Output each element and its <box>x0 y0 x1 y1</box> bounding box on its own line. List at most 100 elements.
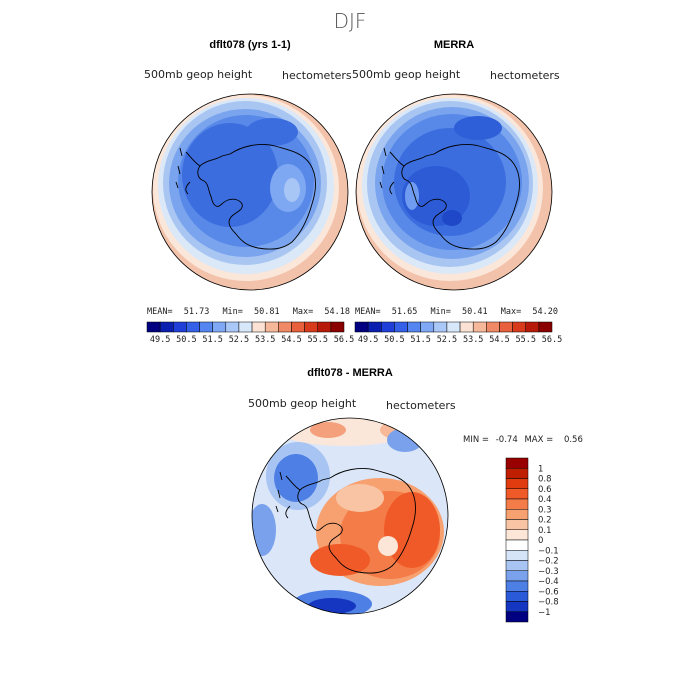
colorbar-diff-tick-label: 1 <box>538 464 543 474</box>
colorbar-obs-swatch <box>525 321 540 333</box>
panel-obs-mean: 51.65 <box>392 307 418 317</box>
colorbar-diff-tick-label: −0.1 <box>538 546 559 556</box>
map-model-coastline <box>175 143 316 250</box>
colorbar-model-tick-label: 55.5 <box>307 335 327 345</box>
map-obs-coastline <box>379 143 520 250</box>
colorbar-diff-tick-label: 0.4 <box>538 495 552 505</box>
colorbar-obs-swatch <box>420 321 435 333</box>
map-diff-coastline <box>275 467 416 574</box>
colorbar-model-swatch <box>330 321 345 333</box>
colorbar-diff-tick-label: 0.2 <box>538 516 552 526</box>
colorbar-diff-swatch <box>505 509 529 520</box>
colorbar-obs-swatch <box>381 321 395 333</box>
map-diff-blue-nw2 <box>274 454 318 502</box>
colorbar-obs-swatch <box>446 321 461 333</box>
panel-diff: dflt078 - MERRA 500mb geop height hectom… <box>248 367 583 623</box>
panel-diff-min: -0.74 <box>496 435 518 445</box>
map-diff-pale-spot <box>378 536 398 556</box>
colorbar-model-tick-label: 52.5 <box>229 335 249 345</box>
panel-diff-title: dflt078 - MERRA <box>307 367 393 379</box>
map-diff-red-top <box>310 422 346 438</box>
colorbar-obs-swatch <box>512 321 526 333</box>
map-model-core-b <box>246 118 298 146</box>
map-diff <box>252 418 448 614</box>
season-title: DJF <box>334 9 367 33</box>
panel-model-mean-label: MEAN= <box>147 307 173 317</box>
panel-model-units: hectometers <box>282 69 352 82</box>
panel-obs-max-label: Max= <box>501 307 521 317</box>
colorbar-diff-swatch <box>505 580 529 592</box>
colorbar-diff-tick-label: −0.4 <box>538 577 559 587</box>
colorbar-diff-tick-label: 0.3 <box>538 505 552 515</box>
colorbar-model-tick-label: 53.5 <box>255 335 275 345</box>
colorbar-obs-swatch <box>486 321 500 333</box>
panel-obs-min: 50.41 <box>462 307 488 317</box>
colorbar-diff-tick-label: −0.8 <box>538 598 559 608</box>
panel-model-title: dflt078 (yrs 1-1) <box>209 39 291 51</box>
panel-obs-max: 54.20 <box>532 307 558 317</box>
colorbar-model-swatch <box>251 321 266 333</box>
colorbar-obs-swatch <box>538 321 553 333</box>
colorbar-model-tick-label: 54.5 <box>281 335 301 345</box>
colorbar-diff-swatch <box>505 611 529 623</box>
colorbar-obs-swatch <box>394 321 408 333</box>
map-obs-light <box>405 182 419 210</box>
map-obs-min <box>442 210 462 226</box>
colorbar-obs-swatch <box>367 321 382 333</box>
colorbar-diff-swatch <box>505 550 529 561</box>
map-model-pale-spot <box>284 178 300 202</box>
map-diff-red-south <box>310 544 370 576</box>
colorbar-model-swatch <box>225 321 240 333</box>
map-model-core-c <box>230 206 250 220</box>
colorbar-diff-swatch <box>505 468 529 479</box>
colorbar-diff: 10.80.60.40.30.20.10−0.1−0.2−0.3−0.4−0.6… <box>505 457 559 623</box>
panel-obs-variable: 500mb geop height <box>352 68 461 81</box>
colorbar-obs-tick-label: 56.5 <box>542 335 562 345</box>
panel-model-min: 50.81 <box>254 307 280 317</box>
colorbar-model: 49.5 50.5 51.5 52.5 53.5 54.5 55.5 56.5 <box>146 321 354 345</box>
colorbar-model-swatch <box>199 321 213 333</box>
colorbar-diff-swatch <box>505 601 529 612</box>
colorbar-model-swatch <box>304 321 318 333</box>
map-obs <box>356 94 552 290</box>
colorbar-diff-tick-label: −0.2 <box>538 557 559 567</box>
panel-model-min-label: Min= <box>222 307 242 317</box>
colorbar-obs-tick-label: 54.5 <box>489 335 509 345</box>
panel-obs-units: hectometers <box>490 69 560 82</box>
colorbar-obs-tick-label: 53.5 <box>463 335 483 345</box>
panel-model-stats: MEAN= 51.73 Min= 50.81 Max= 54.18 <box>147 307 350 317</box>
colorbar-model-swatch <box>264 321 279 333</box>
map-model-outline <box>151 93 349 291</box>
colorbar-diff-swatch <box>505 457 529 469</box>
colorbar-model-tick-label: 50.5 <box>176 335 196 345</box>
panel-diff-variable: 500mb geop height <box>248 397 357 410</box>
colorbar-diff-swatch <box>505 591 529 602</box>
map-diff-blue-ne <box>387 428 423 452</box>
colorbar-obs-tick-label: 49.5 <box>358 335 378 345</box>
colorbar-model-swatch <box>317 321 332 333</box>
colorbar-model-swatch <box>159 321 174 333</box>
colorbar-obs-tick-label: 52.5 <box>437 335 457 345</box>
colorbar-diff-tick-label: −1 <box>538 608 551 618</box>
map-model <box>152 94 348 290</box>
colorbar-obs: 49.5 50.5 51.5 52.5 53.5 54.5 55.5 56.5 <box>354 321 562 345</box>
panel-diff-units: hectometers <box>386 399 456 412</box>
colorbar-diff-swatch <box>505 519 529 530</box>
colorbar-diff-swatch <box>505 539 529 551</box>
map-diff-blue-s2 <box>308 598 356 614</box>
colorbar-obs-swatch <box>472 321 487 333</box>
map-diff-mid-pale <box>336 484 384 512</box>
colorbar-diff-swatch <box>505 529 529 541</box>
colorbar-model-swatch <box>146 321 161 333</box>
colorbar-diff-swatch <box>505 478 529 489</box>
colorbar-obs-tick-label: 51.5 <box>410 335 430 345</box>
colorbar-model-tick-label: 56.5 <box>334 335 354 345</box>
panel-model-mean: 51.73 <box>184 307 210 317</box>
colorbar-model-swatch <box>186 321 200 333</box>
map-model-core-a <box>182 123 278 227</box>
colorbar-obs-swatch <box>354 321 369 333</box>
colorbar-model-swatch <box>173 321 187 333</box>
panel-diff-max-label: MAX = <box>524 435 553 445</box>
map-obs-core-b <box>454 116 502 140</box>
